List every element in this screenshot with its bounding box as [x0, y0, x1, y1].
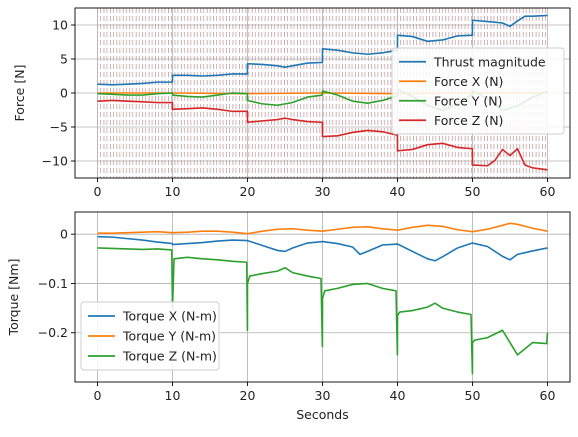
y-tick-label: −0.1 [38, 276, 68, 291]
series-group [97, 14, 548, 171]
series-line-torque-z-n-m- [97, 247, 549, 375]
x-tick-label: 0 [94, 388, 102, 403]
legend-label: Force Z (N) [434, 113, 503, 128]
legend-label: Torque Y (N-m) [122, 329, 216, 344]
x-tick-label: 20 [240, 388, 256, 403]
x-tick-label: 60 [540, 184, 556, 199]
x-tick-label: 10 [165, 388, 181, 403]
x-tick-label: 0 [94, 184, 102, 199]
legend-label: Force Y (N) [434, 93, 503, 108]
x-tick-label: 40 [390, 388, 406, 403]
x-axis-label: Seconds [296, 407, 349, 422]
panel-2: 0 10 20 30 40 50 60 −0.2 −0.1 0 Torque [Nm] Seconds… [6, 211, 571, 422]
x-tick-label: 30 [315, 388, 331, 403]
x-tick-label: 40 [390, 184, 406, 199]
legend-label: Torque Z (N-m) [122, 349, 217, 364]
y-axis-label: Torque [Nm] [6, 259, 21, 337]
x-tick-label: 60 [540, 388, 556, 403]
series-line-force-z-n- [97, 99, 548, 171]
legend-label: Torque X (N-m) [122, 309, 217, 324]
series-group [97, 222, 549, 375]
y-tick-label: 10 [52, 18, 68, 33]
legend-label: Force X (N) [434, 74, 503, 89]
legend-box [391, 47, 565, 135]
x-tick-label: 10 [165, 184, 181, 199]
x-tick-label: 20 [240, 184, 256, 199]
y-tick-label: −0.2 [38, 325, 68, 340]
legend: Thrust magnitude Force X (N) Force Y (N) Fo… [391, 47, 565, 135]
legend: Torque X (N-m) Torque Y (N-m) Torque Z (N-… [80, 301, 220, 371]
x-tick-label: 50 [465, 184, 481, 199]
series-line-torque-y-n-m- [97, 222, 548, 235]
y-tick-label: 0 [60, 227, 68, 242]
legend-label: Thrust magnitude [433, 54, 546, 69]
panel-1: 0 10 20 30 40 50 60 −10 −5 0 5 10 Force [N] Thrust ma… [12, 7, 571, 199]
y-axis-label: Force [N] [12, 65, 27, 122]
x-tick-label: 50 [465, 388, 481, 403]
series-line-thrust-magnitude [97, 14, 548, 86]
series-line-torque-x-n-m- [97, 235, 548, 262]
x-tick-label: 30 [315, 184, 331, 199]
legend-box [80, 301, 220, 371]
y-tick-label: 5 [60, 52, 68, 67]
y-tick-label: −10 [42, 154, 68, 169]
y-tick-label: −5 [50, 120, 68, 135]
y-tick-label: 0 [60, 86, 68, 101]
